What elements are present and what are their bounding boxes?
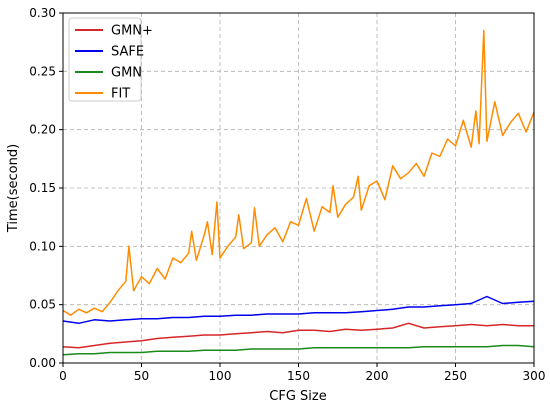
- legend-label: SAFE: [111, 45, 144, 60]
- y-axis-ticks: 0.00 0.05 0.10 0.15 0.20 0.25 0.30: [29, 6, 63, 370]
- y-tick-label: 0.10: [29, 239, 56, 253]
- y-tick-label: 0.00: [29, 356, 56, 370]
- x-tick-label: 100: [209, 369, 232, 383]
- y-tick-label: 0.25: [29, 64, 56, 78]
- legend: GMN+ SAFE GMN FIT: [68, 17, 153, 102]
- y-tick-label: 0.05: [29, 298, 56, 312]
- x-tick-label: 200: [366, 369, 389, 383]
- x-tick-label: 300: [523, 369, 546, 383]
- legend-label: GMN+: [111, 24, 153, 39]
- series-line-gmn: [62, 344, 535, 356]
- series-line-safe: [62, 295, 535, 325]
- x-tick-label: 150: [287, 369, 310, 383]
- x-tick-label: 250: [444, 369, 467, 383]
- x-tick-label: 0: [59, 369, 67, 383]
- legend-box: [68, 17, 142, 102]
- x-axis-title: CFG Size: [269, 389, 326, 404]
- legend-label: FIT: [111, 87, 130, 102]
- y-tick-label: 0.15: [29, 181, 56, 195]
- series-line-gmn: [62, 322, 534, 349]
- y-tick-label: 0.20: [29, 123, 56, 137]
- y-tick-label: 0.30: [29, 6, 56, 20]
- y-axis-title: Time(second): [6, 144, 21, 233]
- series-line-fit: [62, 29, 535, 316]
- legend-label: GMN: [111, 66, 142, 81]
- x-tick-label: 50: [134, 369, 149, 383]
- series-layer: [62, 29, 535, 356]
- x-axis-ticks: 0 50 100 150 200 250 300: [59, 363, 545, 383]
